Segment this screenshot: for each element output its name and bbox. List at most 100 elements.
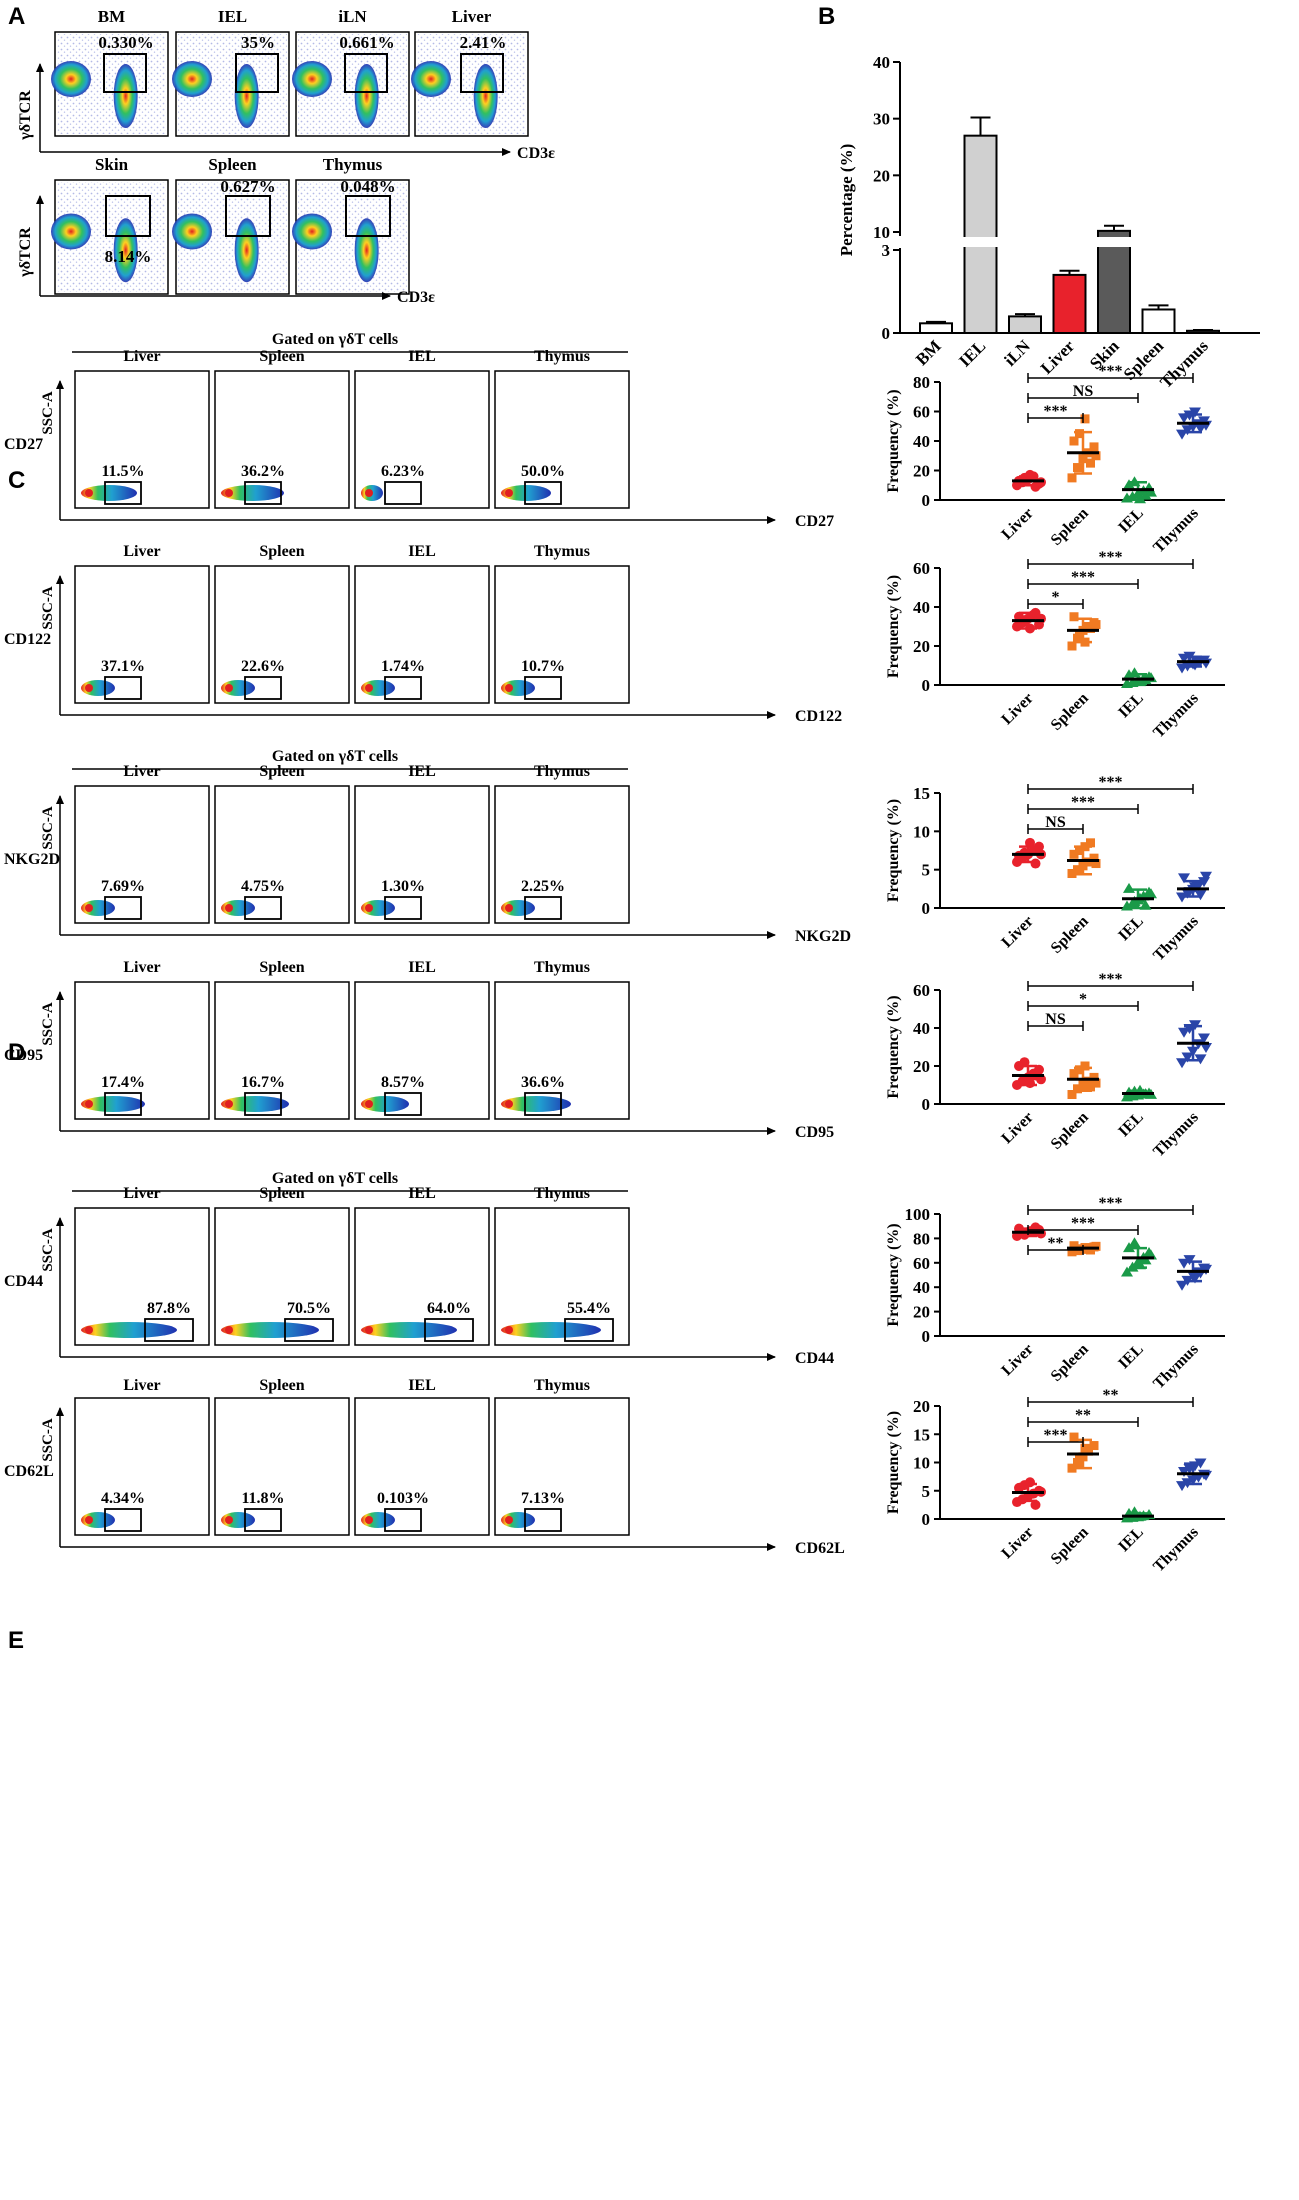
point-spleen	[1067, 1247, 1077, 1257]
point-thymus	[1178, 1027, 1190, 1038]
x-tick-label: IEL	[1115, 1341, 1147, 1373]
gate-percent: 35%	[241, 33, 275, 52]
flow-hotspot	[505, 1100, 513, 1108]
point-liver	[1030, 1499, 1041, 1510]
point-spleen	[1084, 857, 1093, 867]
gate-box	[384, 896, 422, 920]
tissue-label: IEL	[408, 1377, 436, 1394]
point-spleen	[1075, 629, 1084, 639]
flow-hotspot	[365, 1516, 373, 1524]
gate-box	[103, 53, 147, 93]
x-tick-label: Spleen	[1048, 505, 1092, 549]
flow-frame	[494, 1397, 630, 1536]
x-tick-label: IEL	[955, 336, 989, 370]
tissue-label: Spleen	[208, 155, 257, 174]
point-spleen	[1080, 1443, 1090, 1453]
gate-percent: 7.13%	[521, 1490, 565, 1507]
gate-percent: 16.7%	[241, 1074, 285, 1091]
gate-percent: 4.75%	[241, 878, 285, 895]
x-tick-label: iLN	[1000, 336, 1034, 370]
flow-hotspot	[505, 684, 513, 692]
flow-cluster	[172, 61, 212, 97]
y-axis-label: Frequency (%)	[885, 575, 902, 678]
y-axis-label: γδTCR	[17, 90, 34, 141]
tissue-label: Liver	[123, 543, 160, 560]
flow-blob	[81, 900, 115, 916]
sig-label: ***	[1099, 363, 1123, 380]
tissue-label: Thymus	[534, 1377, 590, 1394]
x-tick-label: Liver	[998, 1524, 1036, 1562]
flow-frame	[214, 370, 350, 509]
gate-box	[384, 1092, 422, 1116]
flow-frame	[494, 370, 630, 509]
panel-letter-c: C	[8, 467, 25, 494]
x-tick-label: Thymus	[1150, 913, 1202, 965]
sig-label: ***	[1099, 1195, 1123, 1212]
y-axis-label: Frequency (%)	[885, 799, 902, 902]
gate-percent: 7.69%	[101, 878, 145, 895]
y-tick-label: 80	[913, 1229, 930, 1248]
flow-cluster	[354, 218, 379, 283]
y-axis-label: SSC-A	[40, 391, 56, 435]
tissue-label: Thymus	[534, 959, 590, 976]
x-axis-label: CD3ε	[397, 289, 435, 306]
gate-box	[104, 676, 142, 700]
panel-letter-a: A	[8, 3, 25, 30]
x-axis-label: CD44	[795, 1350, 834, 1367]
flow-hotspot	[225, 1100, 233, 1108]
flow-cluster	[234, 218, 259, 283]
tissue-label: Thymus	[534, 348, 590, 365]
x-tick-label: Spleen	[1048, 1341, 1092, 1385]
y-tick-label: 40	[873, 53, 890, 72]
flow-blob	[221, 485, 284, 501]
panel-letter-b: B	[818, 3, 835, 30]
gate-box	[244, 1508, 282, 1532]
flow-hotspot	[505, 1326, 513, 1334]
gate-box	[104, 1508, 142, 1532]
flow-hotspot	[85, 1516, 93, 1524]
gate-percent: 10.7%	[521, 658, 565, 675]
point-iel	[1145, 486, 1157, 497]
y-tick-label: 20	[913, 462, 930, 481]
gate-box	[345, 195, 391, 237]
y-tick-label: 10	[913, 822, 930, 841]
gate-percent: 1.30%	[381, 878, 425, 895]
x-tick-label: Liver	[998, 913, 1036, 951]
row-marker: CD44	[4, 1273, 43, 1290]
scatter-cd27: 0 20 40 60 80 Frequency (%) Liver Spleen IEL Thym…	[885, 363, 1225, 556]
gate-percent: 87.8%	[147, 1300, 191, 1317]
flow-blob	[501, 1096, 571, 1112]
x-tick-label: Liver	[998, 1109, 1036, 1147]
flow-blob	[81, 680, 115, 696]
y-tick-label: 20	[873, 166, 890, 185]
point-spleen	[1080, 1061, 1090, 1071]
point-spleen	[1069, 849, 1079, 859]
point-spleen	[1067, 641, 1077, 651]
y-tick-label: 0	[922, 676, 931, 695]
tissue-label: Skin	[95, 155, 129, 174]
flow-blob	[501, 680, 535, 696]
flow-cluster	[172, 213, 212, 250]
flow-blob	[221, 680, 255, 696]
flow-hotspot	[85, 489, 93, 497]
flow-hotspot	[85, 1326, 93, 1334]
gate-percent: 64.0%	[427, 1300, 471, 1317]
sig-label: **	[1103, 1387, 1119, 1404]
flow-rows: Gated on γδT cells Liver 11.5% Spleen 36.2% I…	[4, 331, 851, 1557]
point-iel	[1128, 1237, 1141, 1248]
point-spleen	[1069, 436, 1079, 446]
flow-hotspot	[225, 684, 233, 692]
tissue-label: Thymus	[534, 1185, 590, 1202]
y-tick-label: 0	[882, 324, 891, 343]
flow-hotspot	[225, 489, 233, 497]
y-tick-label: 0	[922, 1095, 931, 1114]
y-tick-label: 20	[913, 1057, 930, 1076]
flow-blob	[501, 900, 535, 916]
x-tick-label: IEL	[1115, 505, 1147, 537]
gate-percent: 6.23%	[381, 463, 425, 480]
scatter-nkg2d: 0 5 10 15 Frequency (%) Liver Spleen IEL Thymus N…	[885, 774, 1225, 964]
y-axis-label: Frequency (%)	[885, 389, 902, 492]
sig-label: ***	[1099, 774, 1123, 791]
tissue-label: Thymus	[534, 763, 590, 780]
gate-percent: 0.330%	[98, 33, 153, 52]
